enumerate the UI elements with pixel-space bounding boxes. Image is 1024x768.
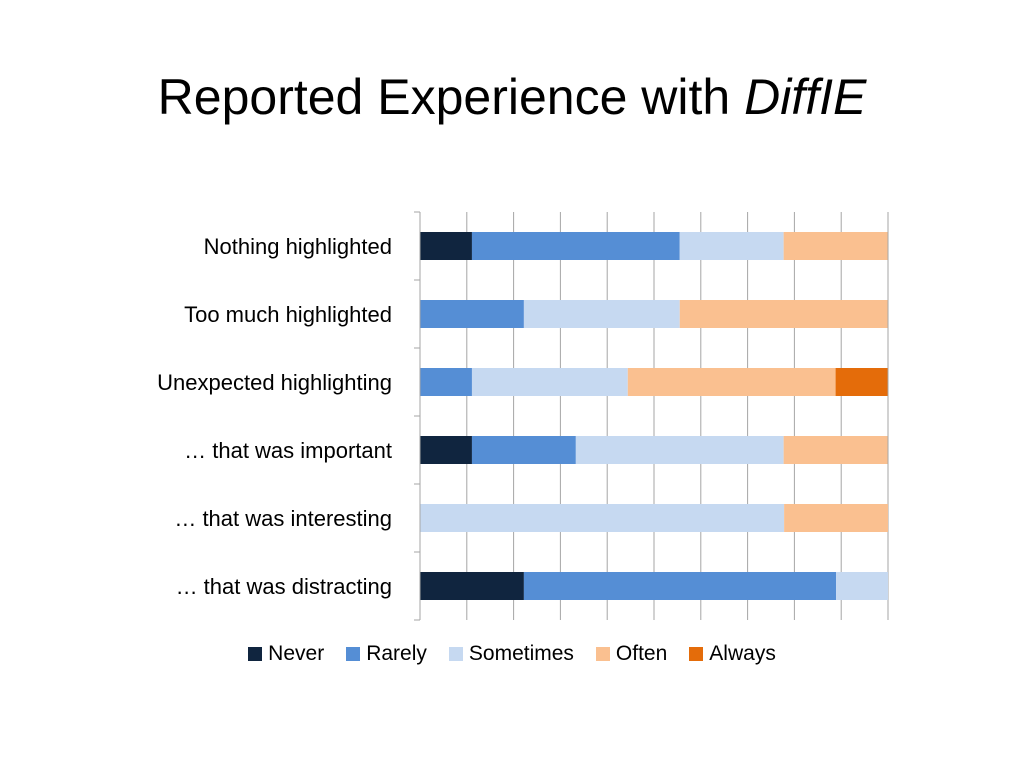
bar-segment-never bbox=[420, 572, 524, 600]
legend-item-often: Often bbox=[595, 640, 668, 668]
axis-layer bbox=[414, 211, 421, 621]
bar-segment-rarely bbox=[471, 232, 680, 260]
bar-segment-never bbox=[420, 436, 472, 464]
legend-label: Often bbox=[615, 642, 668, 665]
bar-segment-always bbox=[835, 368, 888, 396]
legend-item-never: Never bbox=[248, 640, 324, 668]
bar-segment-sometimes bbox=[420, 504, 785, 532]
title-italic-text: DiffIE bbox=[744, 69, 867, 125]
bar-segment-rarely bbox=[523, 572, 837, 600]
legend-swatch bbox=[346, 647, 361, 661]
bar-segment-often bbox=[679, 300, 888, 328]
legend-swatch bbox=[595, 647, 610, 661]
bar-segment-sometimes bbox=[679, 232, 784, 260]
legend-label: Sometimes bbox=[468, 642, 574, 665]
bar-segment-often bbox=[627, 368, 836, 396]
bar-segment-rarely bbox=[471, 436, 576, 464]
legend-label: Rarely bbox=[366, 642, 427, 665]
legend-item-rarely: Rarely bbox=[346, 640, 427, 668]
bar-segment-rarely bbox=[420, 368, 472, 396]
category-label-layer: Nothing highlighted Too much highlighted U… bbox=[157, 234, 392, 599]
legend-label: Always bbox=[709, 642, 776, 665]
category-label: … that was important bbox=[184, 438, 392, 463]
category-label: Unexpected highlighting bbox=[157, 370, 392, 395]
grid-layer bbox=[466, 212, 889, 620]
bar-segment-often bbox=[783, 232, 888, 260]
bar-segment-often bbox=[783, 436, 888, 464]
bar-segment-sometimes bbox=[836, 572, 888, 600]
bar-segment-never bbox=[420, 232, 472, 260]
bar-segment-sometimes bbox=[471, 368, 628, 396]
category-label: Nothing highlighted bbox=[204, 234, 392, 259]
legend-swatch bbox=[248, 647, 263, 661]
bar-segment-sometimes bbox=[523, 300, 680, 328]
legend-swatch bbox=[689, 647, 704, 661]
legend-label: Never bbox=[268, 642, 325, 665]
legend-item-always: Always bbox=[689, 640, 776, 668]
category-label: … that was interesting bbox=[174, 506, 392, 531]
category-label: Too much highlighted bbox=[184, 302, 392, 327]
title-main-text: Reported Experience with bbox=[157, 69, 745, 125]
slide-title: Reported Experience with DiffIE bbox=[0, 62, 1024, 132]
legend-item-sometimes: Sometimes bbox=[448, 640, 574, 668]
bar-segment-rarely bbox=[420, 300, 524, 328]
legend-swatch bbox=[448, 647, 463, 661]
bar-segment-sometimes bbox=[575, 436, 784, 464]
bar-layer bbox=[420, 232, 888, 600]
category-label: … that was distracting bbox=[176, 574, 392, 599]
chart-legend: Never Rarely Sometimes Often Always bbox=[0, 640, 1024, 668]
bar-segment-often bbox=[784, 504, 888, 532]
